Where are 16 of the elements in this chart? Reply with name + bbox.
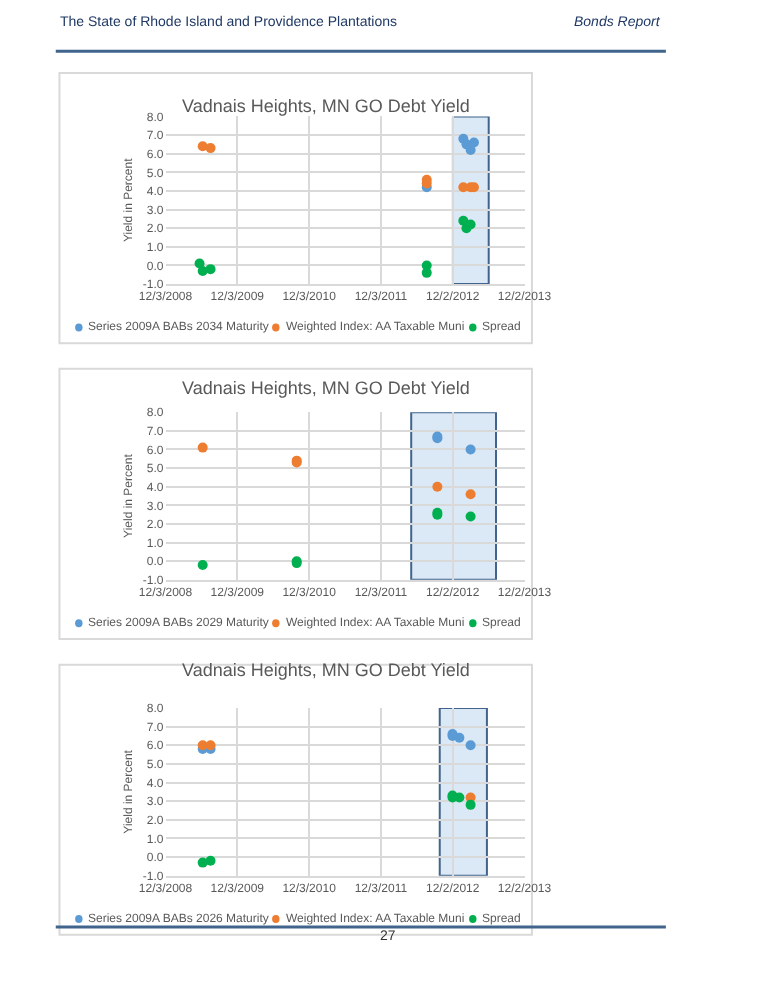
point bbox=[205, 855, 216, 866]
chart-title: Vadnais Heights, MN GO Debt Yield bbox=[182, 660, 470, 680]
point bbox=[205, 143, 216, 154]
point bbox=[465, 489, 476, 500]
point bbox=[465, 799, 476, 810]
chart-title: Vadnais Heights, MN GO Debt Yield bbox=[182, 96, 470, 116]
chart-title: Vadnais Heights, MN GO Debt Yield bbox=[182, 378, 470, 398]
point bbox=[465, 444, 476, 455]
point bbox=[197, 442, 208, 453]
point bbox=[205, 264, 216, 275]
point bbox=[432, 481, 443, 492]
point bbox=[465, 740, 476, 751]
point bbox=[197, 559, 208, 570]
point bbox=[465, 511, 476, 522]
point bbox=[468, 137, 479, 148]
point bbox=[454, 732, 465, 743]
